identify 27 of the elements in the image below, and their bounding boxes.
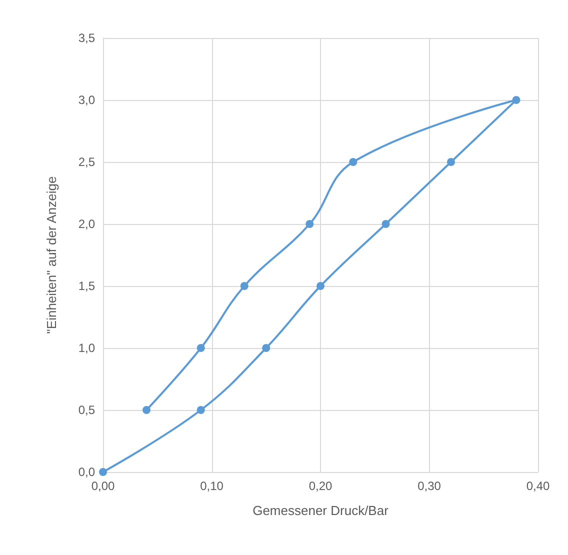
x-tick-label: 0,20 [308, 479, 332, 493]
point [316, 282, 324, 290]
y-tick-label: 2,0 [78, 217, 96, 231]
y-axis-title: "Einheiten" auf der Anzeige [44, 176, 59, 334]
x-tick-label: 0,10 [200, 479, 224, 493]
point [240, 282, 248, 290]
point [99, 468, 107, 476]
point [262, 344, 270, 352]
point [447, 158, 455, 166]
point [196, 344, 205, 352]
x-tick-label: 0,00 [91, 479, 115, 493]
point [196, 406, 205, 414]
x-axis-title: Gemessener Druck/Bar [252, 503, 390, 518]
point [306, 220, 314, 228]
point [512, 96, 520, 104]
point [142, 406, 150, 414]
x-tick-label: 0,40 [526, 479, 550, 493]
x-tick-label: 0,30 [418, 479, 442, 493]
y-tick-label: 0,5 [78, 403, 96, 417]
y-tick-label: 3,5 [78, 31, 96, 45]
point [349, 158, 358, 166]
point [382, 220, 390, 228]
y-tick-label: 1,5 [78, 279, 96, 293]
y-tick-label: 3,0 [78, 93, 96, 107]
y-tick-label: 0,0 [78, 465, 96, 479]
y-tick-label: 2,5 [78, 155, 96, 169]
y-tick-label: 1,0 [78, 341, 96, 355]
